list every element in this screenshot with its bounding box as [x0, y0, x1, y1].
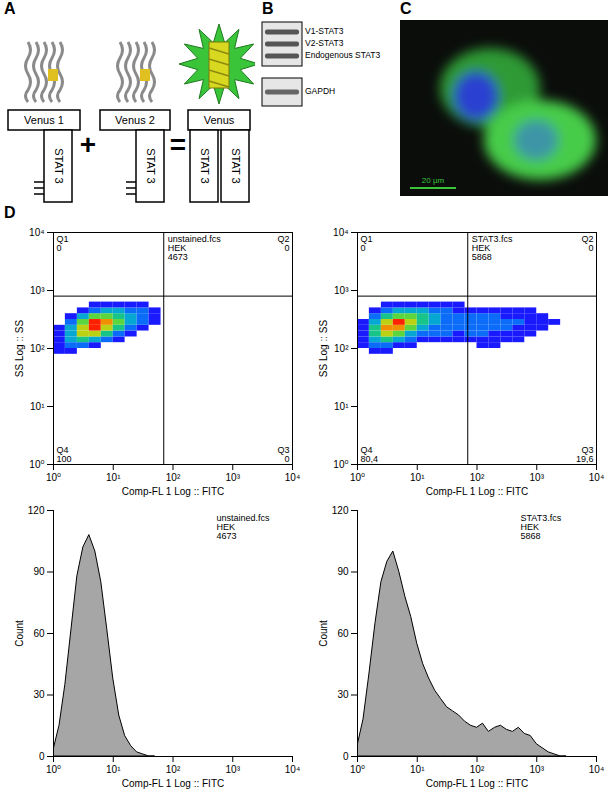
svg-text:Q319,6: Q319,6: [576, 445, 594, 464]
svg-text:=: =: [170, 129, 186, 160]
svg-text:Venus 1: Venus 1: [24, 114, 64, 126]
svg-text:30: 30: [337, 689, 349, 700]
svg-text:90: 90: [33, 566, 45, 577]
svg-text:10³: 10³: [226, 472, 241, 483]
svg-text:unstained.fcsHEK4673: unstained.fcsHEK4673: [168, 234, 222, 262]
html-text:A: A: [4, 0, 16, 17]
svg-text:unstained.fcsHEK4673: unstained.fcsHEK4673: [217, 513, 271, 541]
svg-text:STAT3.fcsHEK5868: STAT3.fcsHEK5868: [472, 234, 513, 262]
svg-text:10³: 10³: [530, 764, 545, 775]
svg-text:Count: Count: [318, 620, 329, 647]
svg-text:10¹: 10¹: [30, 401, 45, 412]
svg-text:10³: 10³: [334, 285, 349, 296]
svg-text:120: 120: [28, 505, 45, 516]
html-text:B: B: [262, 0, 274, 17]
svg-text:0: 0: [39, 751, 45, 762]
svg-text:60: 60: [33, 628, 45, 639]
svg-text:GAPDH: GAPDH: [305, 86, 335, 96]
svg-text:Q4100: Q4100: [57, 445, 72, 464]
svg-text:Comp-FL 1 Log :: FITC: Comp-FL 1 Log :: FITC: [426, 486, 528, 497]
svg-text:10¹: 10¹: [410, 764, 425, 775]
svg-text:Q10: Q10: [361, 234, 373, 253]
svg-text:10⁰: 10⁰: [46, 764, 61, 775]
svg-text:+: +: [80, 129, 96, 160]
svg-text:10²: 10²: [470, 764, 485, 775]
svg-text:Comp-FL 1 Log :: FITC: Comp-FL 1 Log :: FITC: [426, 778, 528, 789]
svg-text:10³: 10³: [530, 472, 545, 483]
svg-text:10²: 10²: [166, 472, 181, 483]
svg-text:10⁰: 10⁰: [46, 472, 61, 483]
svg-text:V1-STAT3: V1-STAT3: [305, 26, 344, 36]
svg-text:10⁰: 10⁰: [350, 472, 365, 483]
svg-text:Comp-FL 1 Log :: FITC: Comp-FL 1 Log :: FITC: [122, 486, 224, 497]
svg-text:10¹: 10¹: [410, 472, 425, 483]
svg-text:10²: 10²: [166, 764, 181, 775]
svg-text:Count: Count: [14, 620, 25, 647]
svg-text:10⁴: 10⁴: [285, 764, 300, 775]
svg-text:10⁴: 10⁴: [589, 472, 604, 483]
svg-text:60: 60: [337, 628, 349, 639]
svg-text:STAT3.fcsHEK5868: STAT3.fcsHEK5868: [521, 513, 562, 541]
svg-text:Venus: Venus: [204, 114, 235, 126]
svg-text:10²: 10²: [30, 343, 45, 354]
svg-text:20 µm: 20 µm: [422, 176, 445, 185]
svg-text:Q480,4: Q480,4: [361, 445, 379, 464]
svg-text:Q20: Q20: [581, 234, 593, 253]
svg-text:Q10: Q10: [57, 234, 69, 253]
svg-text:Comp-FL 1 Log :: FITC: Comp-FL 1 Log :: FITC: [122, 778, 224, 789]
svg-text:SS Log :: SS: SS Log :: SS: [14, 320, 25, 378]
svg-text:10⁴: 10⁴: [589, 764, 604, 775]
svg-text:V2-STAT3: V2-STAT3: [305, 38, 344, 48]
svg-text:0: 0: [343, 751, 349, 762]
svg-text:STAT 3: STAT 3: [230, 148, 242, 183]
svg-text:Q30: Q30: [277, 445, 289, 464]
svg-text:10¹: 10¹: [106, 764, 121, 775]
svg-text:10³: 10³: [30, 285, 45, 296]
svg-text:10⁴: 10⁴: [29, 227, 44, 238]
html-text:C: C: [400, 0, 412, 17]
svg-text:10⁴: 10⁴: [285, 472, 300, 483]
svg-text:Q20: Q20: [277, 234, 289, 253]
svg-text:10³: 10³: [226, 764, 241, 775]
svg-text:10¹: 10¹: [334, 401, 349, 412]
svg-text:STAT 3: STAT 3: [53, 148, 65, 183]
svg-text:Venus 2: Venus 2: [115, 114, 155, 126]
svg-text:STAT 3: STAT 3: [145, 148, 157, 183]
svg-text:10⁴: 10⁴: [333, 227, 348, 238]
svg-text:90: 90: [337, 566, 349, 577]
svg-text:10⁰: 10⁰: [350, 764, 365, 775]
svg-text:STAT 3: STAT 3: [199, 148, 211, 183]
svg-text:10²: 10²: [334, 343, 349, 354]
svg-text:10¹: 10¹: [106, 472, 121, 483]
svg-text:SS Log :: SS: SS Log :: SS: [318, 320, 329, 378]
svg-text:10⁰: 10⁰: [333, 459, 348, 470]
svg-text:Endogenous STAT3: Endogenous STAT3: [305, 50, 381, 60]
svg-text:10⁰: 10⁰: [29, 459, 44, 470]
svg-text:120: 120: [332, 505, 349, 516]
svg-text:10²: 10²: [470, 472, 485, 483]
svg-text:30: 30: [33, 689, 45, 700]
html-text:D: D: [4, 204, 16, 221]
